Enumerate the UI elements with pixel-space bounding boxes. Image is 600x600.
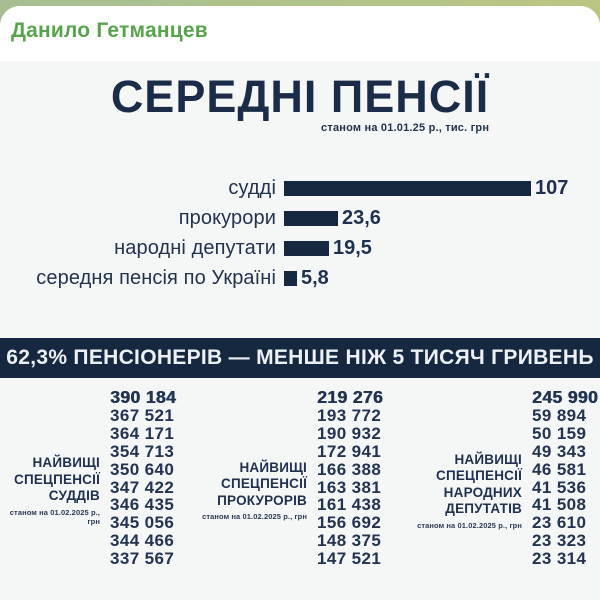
pension-value: 161 438 bbox=[317, 495, 382, 515]
pension-column-label-line: НАЙВИЩІ bbox=[32, 455, 100, 471]
chat-header: Данило Гетманцев bbox=[0, 6, 600, 55]
message-card: Данило Гетманцев СЕРЕДНІ ПЕНСІЇ станом н… bbox=[0, 6, 600, 600]
pension-value: 23 610 bbox=[532, 513, 587, 533]
sender-name[interactable]: Данило Гетманцев bbox=[11, 18, 208, 42]
bar-value: 23,6 bbox=[342, 206, 381, 229]
infographic-title-note: станом на 01.01.25 р., тис. грн bbox=[321, 122, 490, 134]
pension-value: 59 894 bbox=[532, 405, 587, 425]
pension-column-label-line: СПЕЦПЕНСІЇ bbox=[221, 476, 307, 492]
bar-chart: судді 107 прокурори 23,6 народні депутати 19,… bbox=[0, 173, 600, 293]
pension-value: 41 508 bbox=[532, 495, 587, 515]
pension-value: 172 941 bbox=[317, 441, 382, 461]
pension-value: 163 381 bbox=[317, 477, 382, 497]
pension-value: 364 171 bbox=[110, 423, 175, 443]
pension-value: 46 581 bbox=[532, 459, 587, 479]
bar bbox=[284, 180, 531, 196]
pension-column-label-line: НАЙВИЩІ bbox=[239, 459, 307, 475]
pension-column-deputies: НАЙВИЩІ СПЕЦПЕНСІЇ НАРОДНИХ ДЕПУТАТІВ стано… bbox=[352, 387, 599, 569]
pension-value: 245 990 bbox=[532, 387, 599, 407]
pension-value: 148 375 bbox=[317, 531, 382, 551]
pension-values: 245 990 59 894 50 159 49 343 46 581 41 536 41 … bbox=[532, 387, 599, 569]
title-block: СЕРЕДНІ ПЕНСІЇ станом на 01.01.25 р., ти… bbox=[0, 71, 600, 136]
pension-value: 350 640 bbox=[110, 459, 175, 479]
bar-value: 5,8 bbox=[301, 266, 329, 289]
banner: 62,3% ПЕНСІОНЕРІВ — МЕНШЕ НІЖ 5 ТИСЯЧ ГР… bbox=[0, 338, 600, 378]
bar-row: середня пенсія по Україні 5,8 bbox=[0, 263, 600, 293]
pension-value: 23 314 bbox=[532, 549, 587, 569]
pension-value: 190 932 bbox=[317, 423, 382, 443]
pension-value: 219 276 bbox=[317, 387, 384, 407]
pension-value: 367 521 bbox=[110, 405, 175, 425]
bar-value: 19,5 bbox=[333, 236, 372, 259]
pension-value: 50 159 bbox=[532, 423, 587, 443]
pension-column-label-line: НАРОДНИХ bbox=[443, 484, 522, 500]
pension-value: 347 422 bbox=[110, 477, 175, 497]
bar-row: народні депутати 19,5 bbox=[0, 233, 600, 263]
pension-column-note: станом на 01.02.2025 р., грн bbox=[9, 507, 100, 526]
pension-value: 193 772 bbox=[317, 405, 382, 425]
infographic-title: СЕРЕДНІ ПЕНСІЇ bbox=[110, 71, 490, 122]
pension-column-label-line: СПЕЦПЕНСІЇ bbox=[436, 468, 522, 484]
bar-row: прокурори 23,6 bbox=[0, 203, 600, 233]
pension-column-note: станом на 01.02.2025 р., грн bbox=[417, 520, 522, 530]
pension-column-label: НАЙВИЩІ СПЕЦПЕНСІЇ НАРОДНИХ ДЕПУТАТІВ стано… bbox=[352, 452, 522, 530]
bar bbox=[284, 210, 338, 226]
pension-infographic: СЕРЕДНІ ПЕНСІЇ станом на 01.01.25 р., ти… bbox=[0, 61, 600, 600]
pension-value: 166 388 bbox=[317, 459, 382, 479]
pension-value: 49 343 bbox=[532, 441, 587, 461]
pension-value: 41 536 bbox=[532, 477, 587, 497]
pension-value: 156 692 bbox=[317, 513, 382, 533]
pension-value: 345 056 bbox=[110, 513, 175, 533]
pension-column-note: станом на 01.02.2025 р., грн bbox=[202, 512, 307, 522]
pension-value: 346 435 bbox=[110, 495, 175, 515]
pension-column-judges: НАЙВИЩІ СПЕЦПЕНСІЇ СУДДІВ станом на 01.02.… bbox=[0, 387, 177, 569]
pension-value: 344 466 bbox=[110, 531, 175, 551]
bar-label: середня пенсія по Україні bbox=[36, 266, 276, 289]
pension-column-prosecutors: НАЙВИЩІ СПЕЦПЕНСІЇ ПРОКУРОРІВ станом на 01… bbox=[130, 387, 384, 569]
bar-label: судді bbox=[228, 176, 276, 199]
bar-row: судді 107 bbox=[0, 173, 600, 203]
pension-column-label-line: СУДДІВ bbox=[48, 488, 100, 504]
bar-value: 107 bbox=[535, 176, 569, 199]
pension-column-label-line: ДЕПУТАТІВ bbox=[445, 501, 522, 517]
bar-label: народні депутати bbox=[114, 236, 276, 259]
pension-value: 354 713 bbox=[110, 441, 175, 461]
bar bbox=[284, 240, 329, 256]
pension-value: 147 521 bbox=[317, 549, 382, 569]
pension-value: 23 323 bbox=[532, 531, 587, 551]
pension-values: 390 184 367 521 364 171 354 713 350 640 347 4… bbox=[110, 387, 177, 569]
banner-text: 62,3% ПЕНСІОНЕРІВ — МЕНШЕ НІЖ 5 ТИСЯЧ ГР… bbox=[6, 346, 594, 369]
bar bbox=[284, 270, 297, 286]
pension-values: 219 276 193 772 190 932 172 941 166 388 163 3… bbox=[317, 387, 384, 569]
pension-column-label: НАЙВИЩІ СПЕЦПЕНСІЇ ПРОКУРОРІВ станом на 01… bbox=[130, 460, 307, 522]
pension-value: 390 184 bbox=[110, 387, 177, 407]
pension-column-label-line: ПРОКУРОРІВ bbox=[217, 492, 307, 508]
pension-column-label: НАЙВИЩІ СПЕЦПЕНСІЇ СУДДІВ станом на 01.02.… bbox=[0, 455, 100, 526]
pension-column-label-line: НАЙВИЩІ bbox=[454, 451, 522, 467]
bar-label: прокурори bbox=[178, 206, 276, 229]
pension-value: 337 567 bbox=[110, 549, 175, 569]
pension-column-label-line: СПЕЦПЕНСІЇ bbox=[14, 471, 100, 487]
